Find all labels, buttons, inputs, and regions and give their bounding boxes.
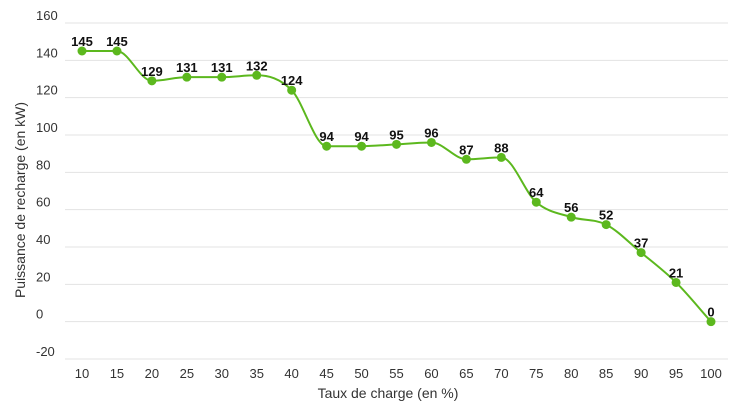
data-point xyxy=(566,212,576,222)
data-point xyxy=(496,152,506,162)
x-tick-label: 80 xyxy=(564,366,578,381)
x-tick-label: 85 xyxy=(599,366,613,381)
y-tick-label: 60 xyxy=(36,195,50,210)
data-label: 145 xyxy=(106,34,128,49)
data-label: 124 xyxy=(281,73,303,88)
x-tick-label: 70 xyxy=(494,366,508,381)
y-axis-ticks: -20 0 20 40 60 80 100 120 140 160 xyxy=(36,8,58,359)
y-axis-title: Puissance de recharge (en kW) xyxy=(12,102,28,298)
x-tick-label: 95 xyxy=(669,366,683,381)
data-label: 64 xyxy=(529,185,544,200)
data-point xyxy=(147,76,157,86)
y-tick-label: 160 xyxy=(36,8,58,23)
data-point xyxy=(601,220,611,230)
data-label: 95 xyxy=(389,127,403,142)
x-tick-label: 65 xyxy=(459,366,473,381)
x-tick-label: 40 xyxy=(284,366,298,381)
y-tick-label: 40 xyxy=(36,232,50,247)
x-tick-label: 55 xyxy=(389,366,403,381)
x-tick-label: 90 xyxy=(634,366,648,381)
y-tick-label: 100 xyxy=(36,120,58,135)
data-label: 52 xyxy=(599,208,613,223)
y-tick-label: 120 xyxy=(36,83,58,98)
data-point xyxy=(531,197,541,207)
data-point xyxy=(112,46,122,56)
data-label: 96 xyxy=(424,125,438,140)
data-point xyxy=(252,70,262,80)
x-tick-label: 75 xyxy=(529,366,543,381)
data-label: 56 xyxy=(564,200,578,215)
x-tick-label: 35 xyxy=(249,366,263,381)
x-tick-label: 10 xyxy=(75,366,89,381)
y-tick-label: 20 xyxy=(36,269,50,284)
data-point xyxy=(77,46,87,56)
data-label: 88 xyxy=(494,140,508,155)
data-point xyxy=(217,72,227,82)
data-label: 131 xyxy=(211,60,233,75)
data-label: 94 xyxy=(319,129,334,144)
data-label: 132 xyxy=(246,58,268,73)
data-label: 0 xyxy=(707,305,714,320)
series-line xyxy=(82,50,712,323)
data-point xyxy=(182,72,192,82)
data-label: 131 xyxy=(176,60,198,75)
x-axis-title: Taux de charge (en %) xyxy=(318,385,459,401)
x-tick-label: 100 xyxy=(700,366,722,381)
data-label: 21 xyxy=(669,265,683,280)
x-tick-label: 60 xyxy=(424,366,438,381)
y-tick-label: 140 xyxy=(36,45,58,60)
data-point xyxy=(636,248,646,258)
data-point xyxy=(426,137,436,147)
x-tick-label: 20 xyxy=(145,366,159,381)
data-point xyxy=(287,85,297,95)
x-tick-label: 15 xyxy=(110,366,124,381)
x-tick-label: 30 xyxy=(215,366,229,381)
y-tick-label: 80 xyxy=(36,157,50,172)
data-labels: 145 145 129 131 131 132 124 94 94 95 96 87 88 64 56 52 3… xyxy=(71,34,714,320)
data-label: 37 xyxy=(634,236,648,251)
data-label: 94 xyxy=(354,129,369,144)
data-label: 129 xyxy=(141,64,163,79)
data-point xyxy=(357,141,367,151)
data-point xyxy=(392,139,401,149)
data-label: 87 xyxy=(459,142,473,157)
data-label: 145 xyxy=(71,34,93,49)
x-tick-label: 45 xyxy=(319,366,333,381)
y-tick-label: -20 xyxy=(36,344,55,359)
x-tick-label: 50 xyxy=(354,366,368,381)
data-point xyxy=(461,154,471,164)
y-tick-label: 0 xyxy=(36,307,43,322)
data-point xyxy=(706,317,716,327)
x-tick-label: 25 xyxy=(180,366,194,381)
data-point xyxy=(671,277,681,287)
data-point xyxy=(322,141,332,151)
x-axis-ticks: 10 15 20 25 30 35 40 45 50 55 60 65 70 75 80 85 90 95 100 xyxy=(75,366,722,381)
data-points xyxy=(77,46,716,327)
grid-layer xyxy=(65,22,728,360)
